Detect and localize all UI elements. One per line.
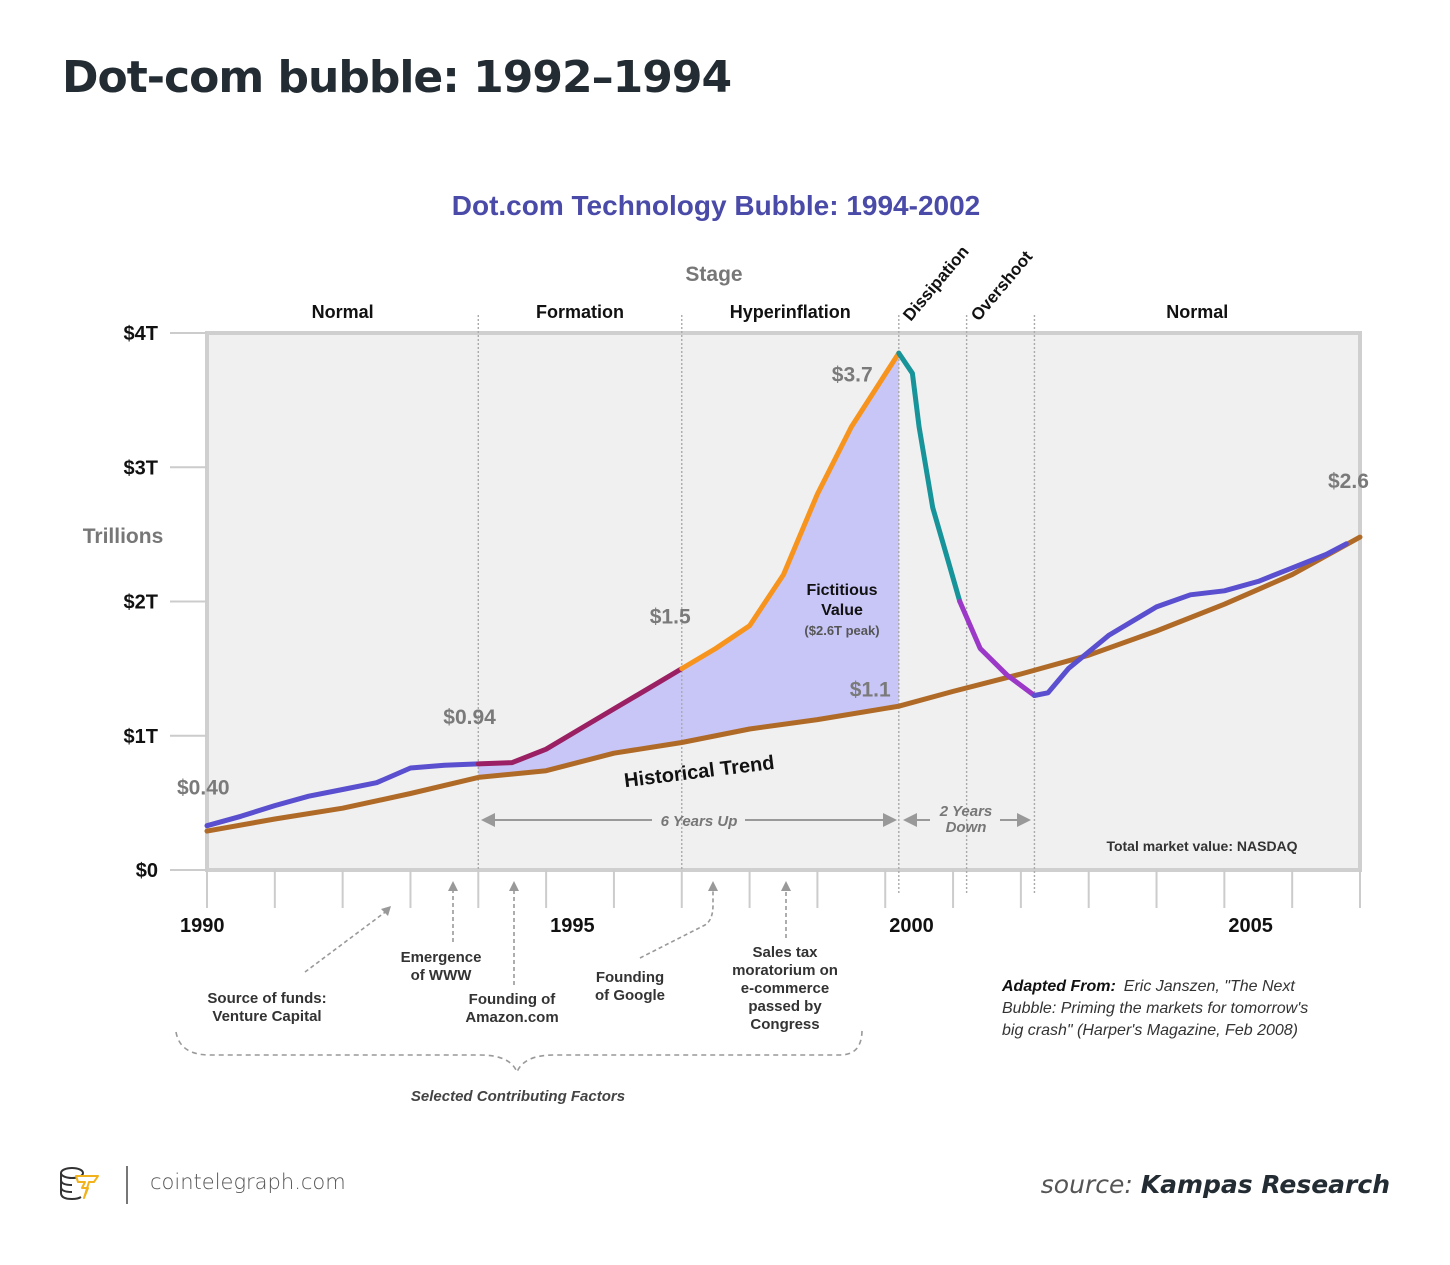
x-tick-label: 1990	[180, 915, 225, 937]
factor-arrowhead	[509, 881, 519, 891]
value-label: $0.40	[177, 776, 230, 799]
nasdaq-segment-hyperinflation	[679, 350, 902, 672]
x-tick-label: 1995	[550, 915, 595, 937]
citation-line3: big crash" (Harper's Magazine, Feb 2008)	[1002, 1022, 1298, 1039]
factor-label-line: e-commerce	[741, 980, 829, 997]
factor-label-line: Venture Capital	[212, 1008, 321, 1025]
factor-label-line: Source of funds:	[207, 990, 326, 1007]
citation-bold: Adapted From:	[1001, 978, 1116, 995]
factor-label-line: Founding	[596, 969, 664, 986]
nasdaq-segment-normal	[204, 761, 481, 829]
stage-label: Hyperinflation	[730, 302, 851, 322]
footer-source: source: Kampas Research	[1041, 1170, 1390, 1199]
factor-label-line: Founding of	[469, 991, 557, 1008]
factor-label-line: Amazon.com	[465, 1009, 558, 1026]
stage-labels: Normal Formation Hyperinflation Dissipation…	[312, 242, 1229, 324]
y-tick-label: $1T	[124, 726, 158, 748]
fictitious-value-area	[478, 353, 899, 778]
citation: Adapted From: Eric Janszen, "The Next Bub…	[1001, 978, 1308, 1039]
stage-label: Normal	[1166, 302, 1228, 322]
y-axis-label: Trillions	[83, 525, 164, 548]
fictitious-peak: ($2.6T peak)	[804, 623, 879, 638]
x-tick-label: 2000	[889, 915, 934, 937]
y-tick-label: $4T	[124, 323, 158, 345]
value-label: $1.1	[850, 678, 891, 701]
nasdaq-segment-overshoot	[957, 599, 1037, 698]
nasdaq-segment-dissipation	[896, 350, 963, 604]
page-title: Dot-com bubble: 1992–1994	[62, 52, 732, 103]
value-label: $1.5	[650, 606, 691, 629]
factor-label-line: passed by	[748, 998, 822, 1015]
factor-label-line: Emergence	[401, 949, 482, 966]
y-tick-label: $2T	[124, 592, 158, 614]
factors-brace	[175, 1029, 863, 1075]
stage-label: Formation	[536, 302, 624, 322]
factor-label-line: Congress	[750, 1016, 819, 1033]
years-down-label-2: Down	[946, 819, 987, 836]
fictitious-value-annotation: Fictitious Value ($2.6T peak)	[804, 582, 879, 638]
factors-caption: Selected Contributing Factors	[411, 1088, 625, 1105]
factor-arrowhead	[781, 881, 791, 891]
stage-label: Overshoot	[967, 247, 1036, 325]
series-group	[204, 350, 1363, 834]
fictitious-title-1: Fictitious	[806, 582, 877, 599]
stage-label: Dissipation	[899, 242, 972, 324]
stage-label: Normal	[312, 302, 374, 322]
citation-line1: Eric Janszen, "The Next	[1124, 978, 1296, 995]
years-down-label-1: 2 Years	[939, 803, 993, 820]
factor-label-line: of WWW	[411, 967, 473, 984]
value-labels: $0.40 $0.94 $1.5 $3.7 $1.1 $2.6	[177, 363, 1369, 799]
y-tick-label: $3T	[124, 457, 158, 479]
svg-text:Adapted From:Eric Janszen, "Th: Adapted From: Eric Janszen, "The Next	[1001, 978, 1295, 995]
nasdaq-segment-formation	[475, 666, 685, 767]
axes: $0 $1T $2T $3T $4T 1990 1995 2000 2005	[124, 323, 1361, 937]
fictitious-title-2: Value	[821, 602, 863, 619]
factor-pointer	[639, 890, 714, 959]
y-tick-label: $0	[136, 860, 158, 882]
years-up-arrow: 6 Years Up	[481, 813, 897, 830]
factor-label-line: Sales tax	[752, 944, 818, 961]
chart-title: Dot.com Technology Bubble: 1994-2002	[452, 190, 981, 221]
historical-trend-line	[204, 534, 1363, 834]
nasdaq-segment-normal	[1031, 541, 1349, 698]
plot-area	[205, 315, 1362, 895]
factor-arrowhead	[381, 906, 391, 916]
factor-arrowhead	[448, 881, 458, 891]
factor-pointer	[304, 909, 389, 973]
cointelegraph-logo-icon	[58, 1164, 102, 1204]
footer-divider	[126, 1166, 128, 1204]
value-label: $2.6	[1328, 470, 1369, 493]
market-label: Total market value: NASDAQ	[1106, 838, 1297, 854]
x-tick-label: 2005	[1228, 915, 1273, 937]
source-name: Kampas Research	[1140, 1170, 1390, 1199]
footer-site-link[interactable]: cointelegraph.com	[150, 1170, 346, 1194]
value-label: $3.7	[832, 363, 873, 386]
citation-line2: Bubble: Priming the markets for tomorrow…	[1002, 1000, 1308, 1017]
factor-label-line: moratorium on	[732, 962, 838, 979]
years-up-label: 6 Years Up	[661, 813, 738, 830]
value-label: $0.94	[443, 706, 496, 729]
chart: Dot.com Technology Bubble: 1994-2002 Sta…	[83, 190, 1369, 1105]
years-down-arrow: 2 Years Down	[903, 803, 1031, 836]
factor-label-line: of Google	[595, 987, 665, 1004]
factor-arrowhead	[708, 881, 718, 891]
contributing-factors: Source of funds:Venture Capital Emergence…	[207, 881, 838, 1033]
stage-header: Stage	[685, 263, 742, 286]
source-label: source:	[1040, 1170, 1133, 1199]
